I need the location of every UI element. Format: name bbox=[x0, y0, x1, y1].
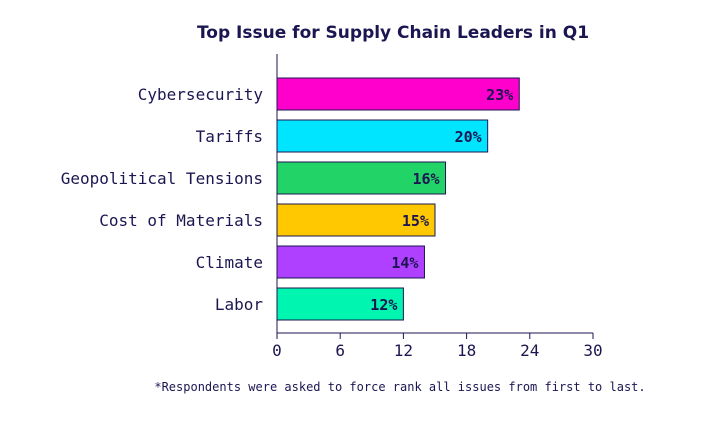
category-label-tariffs: Tariffs bbox=[196, 127, 263, 146]
data-label-geopolitical-tensions: 16% bbox=[412, 170, 439, 188]
data-label-cybersecurity: 23% bbox=[486, 86, 513, 104]
category-label-labor: Labor bbox=[215, 295, 264, 314]
bar-tariffs bbox=[276, 119, 489, 153]
bar-cybersecurity bbox=[276, 77, 520, 111]
bars-group: Cybersecurity 23% Tariffs 20% Geopolitical T… bbox=[61, 77, 520, 321]
x-tick-label-24: 24 bbox=[520, 341, 539, 360]
x-tick-label-6: 6 bbox=[335, 341, 345, 360]
data-label-climate: 14% bbox=[391, 254, 418, 272]
axes-group: 0 6 12 18 24 30 bbox=[272, 54, 603, 360]
bar-geopolitical-tensions bbox=[276, 161, 447, 195]
chart-title: Top Issue for Supply Chain Leaders in Q1 bbox=[197, 23, 589, 43]
x-tick-label-30: 30 bbox=[583, 341, 602, 360]
category-label-climate: Climate bbox=[196, 253, 263, 272]
x-tick-label-0: 0 bbox=[272, 341, 282, 360]
x-tick-label-12: 12 bbox=[394, 341, 413, 360]
bar-cost-of-materials bbox=[276, 203, 436, 237]
category-label-cybersecurity: Cybersecurity bbox=[138, 85, 264, 104]
category-label-cost-of-materials: Cost of Materials bbox=[99, 211, 263, 230]
data-label-tariffs: 20% bbox=[455, 128, 482, 146]
data-label-labor: 12% bbox=[370, 296, 397, 314]
data-label-cost-of-materials: 15% bbox=[402, 212, 429, 230]
bar-climate bbox=[276, 245, 425, 279]
footnote: *Respondents were asked to force rank al… bbox=[154, 380, 645, 394]
x-tick-label-18: 18 bbox=[457, 341, 476, 360]
bar-labor bbox=[276, 287, 404, 321]
category-label-geopolitical-tensions: Geopolitical Tensions bbox=[61, 169, 263, 188]
